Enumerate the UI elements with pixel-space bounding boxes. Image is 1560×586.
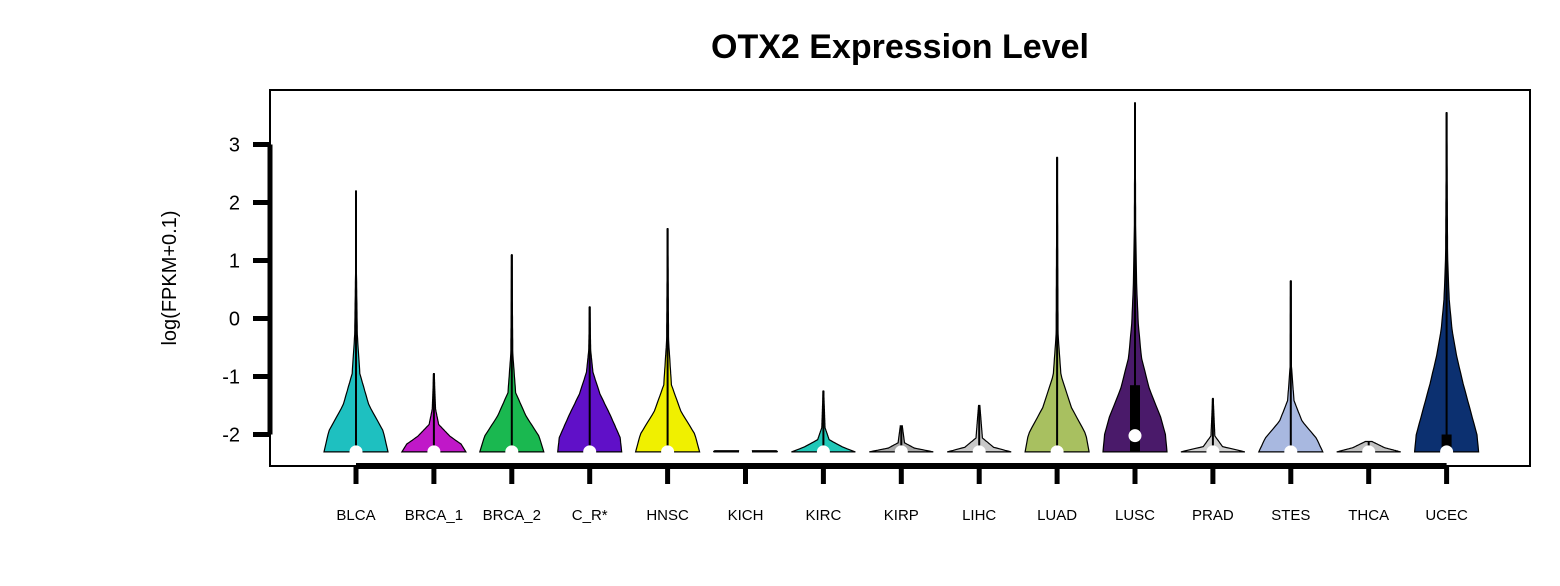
violin-median-point (505, 445, 519, 459)
y-axis-label: log(FPKM+0.1) (159, 210, 181, 345)
violin-blca (323, 190, 389, 459)
violin-median-point (739, 445, 752, 459)
violins-group (323, 102, 1480, 459)
violin-brca-1 (400, 373, 467, 459)
violin-iqr-box (1441, 434, 1452, 452)
violin-luad (1024, 156, 1090, 459)
violin-kirc (791, 390, 856, 459)
violin-median-point (661, 445, 675, 459)
x-tick-label: KICH (728, 507, 764, 524)
violin-kirp (869, 425, 934, 459)
violin-median-point (1440, 445, 1454, 459)
x-tick-label: LIHC (962, 507, 996, 524)
violin-lusc (1102, 102, 1168, 453)
violin-median-point (583, 445, 597, 459)
x-axis: BLCA BRCA_1 BRCA_2 C_R* HNSC KICH KIRC KIRP LIHC… (336, 463, 1468, 524)
y-tick-label: -1 (222, 367, 240, 389)
violin-kich (713, 445, 778, 459)
violin-median-point (816, 445, 830, 459)
y-axis: -2 -1 0 1 2 3 (222, 135, 273, 447)
violin-lihc (947, 404, 1012, 459)
x-tick-label: LUSC (1115, 507, 1155, 524)
x-tick-label: STES (1271, 507, 1310, 524)
y-tick-label: -2 (222, 425, 240, 447)
y-tick-label: 0 (229, 309, 240, 331)
violin-brca-2 (478, 254, 545, 459)
y-tick-label: 2 (229, 193, 240, 215)
plot-frame (269, 89, 1531, 467)
violin-median-point (1206, 445, 1220, 459)
violin-median-point (349, 445, 363, 459)
violin-prad (1180, 397, 1246, 459)
violin-median-point (894, 445, 908, 459)
x-tick-label: KIRC (805, 507, 841, 524)
y-tick-label: 1 (229, 251, 240, 273)
x-tick-label: BRCA_1 (405, 507, 463, 524)
x-tick-label: BRCA_2 (483, 507, 541, 524)
violin-median-point (427, 445, 441, 459)
x-tick-label: PRAD (1192, 507, 1234, 524)
y-tick-label: 3 (229, 135, 240, 157)
violin-median-point (1284, 445, 1298, 459)
x-tick-label: THCA (1348, 507, 1389, 524)
violin-ucec (1413, 112, 1480, 459)
violin-median-point (1362, 445, 1376, 459)
x-tick-label: KIRP (884, 507, 919, 524)
x-tick-label: HNSC (646, 507, 689, 524)
violin-median-point (1050, 445, 1064, 459)
violin-iqr-box (1130, 385, 1140, 452)
violin-stes (1257, 280, 1324, 459)
chart-title: OTX2 Expression Level (711, 28, 1089, 66)
x-tick-label: LUAD (1037, 507, 1077, 524)
violin-median-point (1128, 429, 1142, 443)
violin-c-r- (557, 306, 623, 459)
x-tick-label: UCEC (1425, 507, 1468, 524)
violin-hnsc (634, 228, 701, 459)
x-tick-label: BLCA (336, 507, 375, 524)
violin-thca (1336, 440, 1401, 459)
x-tick-label: C_R* (572, 507, 608, 524)
violin-median-point (972, 445, 986, 459)
